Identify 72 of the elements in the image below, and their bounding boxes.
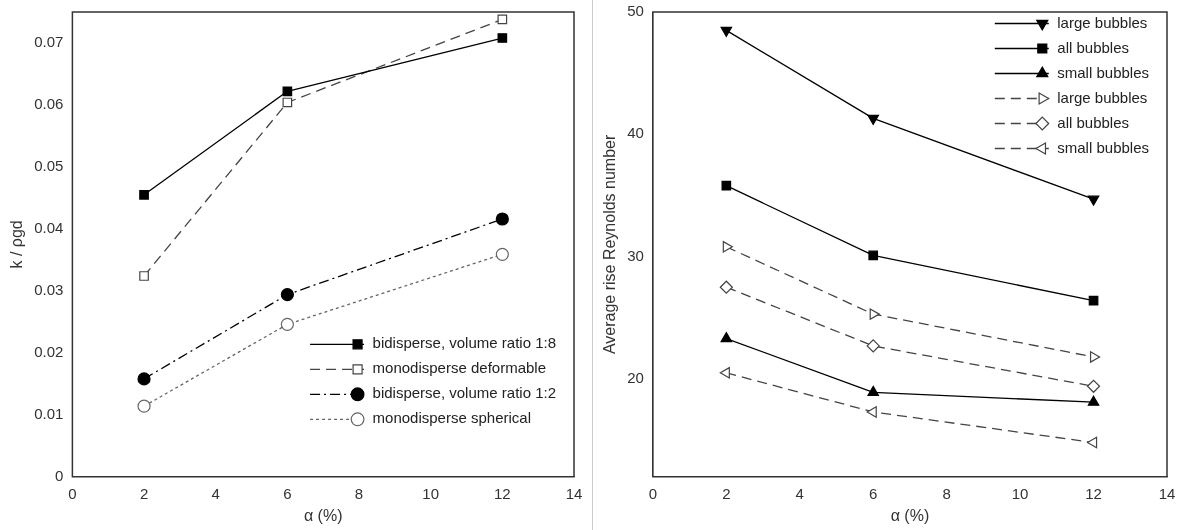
y-tick-label: 0.01 xyxy=(34,404,64,422)
point xyxy=(721,180,732,191)
point xyxy=(869,308,880,320)
point xyxy=(722,241,733,253)
point xyxy=(720,331,733,343)
legend-label: monodisperse spherical xyxy=(372,409,531,427)
point xyxy=(282,97,293,108)
point xyxy=(497,33,508,43)
point xyxy=(282,86,293,97)
point xyxy=(866,339,880,353)
point xyxy=(137,399,151,413)
x-tick-label: 12 xyxy=(494,484,511,502)
x-tick-label: 2 xyxy=(722,484,731,502)
x-tick-label: 14 xyxy=(1158,484,1176,502)
point xyxy=(1087,395,1100,406)
legend-label: bidisperse, volume ratio 1:8 xyxy=(372,334,557,352)
y-tick-label: 0.05 xyxy=(34,157,64,175)
point xyxy=(497,14,508,25)
point xyxy=(495,212,509,226)
point xyxy=(139,271,149,281)
point xyxy=(280,288,294,302)
point xyxy=(868,250,879,261)
legend-label: all bubbles xyxy=(1057,113,1129,131)
y-tick-label: 0 xyxy=(55,466,64,484)
x-tick-label: 10 xyxy=(1011,484,1029,502)
x-axis-title: α (%) xyxy=(890,506,930,524)
x-tick-label: 8 xyxy=(942,484,951,502)
y-tick-label: 0.03 xyxy=(34,281,64,299)
x-tick-label: 12 xyxy=(1085,484,1102,502)
y-tick-label: 30 xyxy=(627,246,644,264)
point xyxy=(137,372,151,386)
y-axis-title: k / ρgd xyxy=(8,220,26,269)
point xyxy=(1086,379,1101,393)
x-tick-label: 4 xyxy=(211,484,220,502)
legend-label: monodisperse deformable xyxy=(372,359,547,377)
y-tick-label: 0.06 xyxy=(34,95,64,113)
point xyxy=(1086,436,1098,449)
x-tick-label: 6 xyxy=(869,484,878,502)
legend-label: small bubbles xyxy=(1057,63,1149,81)
y-tick-label: 0.04 xyxy=(34,219,64,237)
x-tick-label: 14 xyxy=(565,484,583,502)
point xyxy=(719,280,733,294)
x-tick-label: 0 xyxy=(648,484,658,502)
point xyxy=(1089,351,1101,363)
legend-label: all bubbles xyxy=(1057,38,1129,56)
point xyxy=(495,247,509,261)
x-tick-label: 6 xyxy=(283,484,292,502)
point xyxy=(1087,195,1100,206)
point xyxy=(866,406,877,418)
legend-label: large bubbles xyxy=(1057,88,1148,106)
x-tick-label: 0 xyxy=(68,484,77,502)
point xyxy=(867,385,880,396)
legend-label: small bubbles xyxy=(1057,138,1149,156)
y-tick-label: 40 xyxy=(627,124,644,142)
y-axis-title: Average rise Reynolds number xyxy=(601,134,619,355)
point xyxy=(719,367,730,379)
point xyxy=(280,317,294,331)
point xyxy=(139,189,149,200)
y-tick-label: 0.07 xyxy=(34,33,64,51)
y-tick-label: 20 xyxy=(627,369,644,387)
x-tick-label: 2 xyxy=(139,484,149,502)
y-tick-label: 0.02 xyxy=(34,342,64,360)
x-tick-label: 4 xyxy=(795,484,804,502)
legend-label: bidisperse, volume ratio 1:2 xyxy=(372,384,557,402)
point xyxy=(720,26,733,37)
x-tick-label: 8 xyxy=(354,484,364,502)
x-axis-title: α (%) xyxy=(303,506,343,524)
point xyxy=(1088,295,1099,306)
legend-label: large bubbles xyxy=(1057,13,1148,31)
y-tick-label: 50 xyxy=(627,2,644,20)
point xyxy=(867,114,880,126)
x-tick-label: 10 xyxy=(422,484,440,502)
